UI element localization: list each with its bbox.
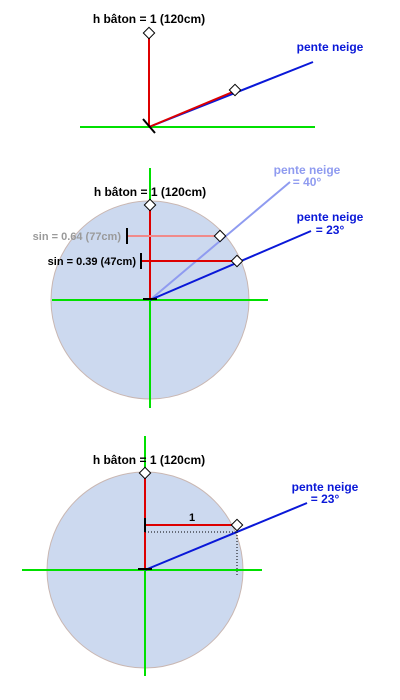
baton-top-handle[interactable]: [143, 198, 157, 212]
slope-23-label: pente neige: [292, 480, 359, 494]
baton-label: h bâton = 1 (120cm): [93, 12, 205, 26]
slope-23-line: [149, 230, 312, 301]
sin-23-label: sin = 0.39 (47cm): [48, 256, 137, 268]
panel-1: h bâton = 1 (120cm) pente neige: [80, 12, 364, 134]
panel-2: h bâton = 1 (120cm) pente neige = 40° pe…: [33, 163, 364, 408]
unit-label: 1: [189, 512, 195, 524]
baton-tilted: [148, 90, 236, 128]
slope-23-angle: = 23°: [311, 492, 340, 506]
slope-23-angle: = 23°: [316, 223, 345, 237]
baton-label: h bâton = 1 (120cm): [93, 453, 205, 467]
base-tick: [142, 118, 156, 134]
slope-40-handle[interactable]: [213, 229, 227, 243]
baton-top-handle[interactable]: [138, 466, 152, 480]
baton-tilted-handle[interactable]: [228, 83, 242, 97]
baton-top-handle[interactable]: [142, 26, 156, 40]
slope-23-handle[interactable]: [230, 518, 244, 532]
sin-40-label: sin = 0.64 (77cm): [33, 231, 122, 243]
baton-label: h bâton = 1 (120cm): [94, 185, 206, 199]
panel-3: h bâton = 1 (120cm) 1 pente neige = 23°: [22, 436, 359, 676]
slope-23-line: [144, 502, 308, 571]
slope-label: pente neige: [297, 40, 364, 54]
slope-40-label: pente neige: [274, 163, 341, 177]
slope-23-label: pente neige: [297, 210, 364, 224]
slope-23-handle[interactable]: [230, 254, 244, 268]
slope-40-angle: = 40°: [293, 175, 322, 189]
